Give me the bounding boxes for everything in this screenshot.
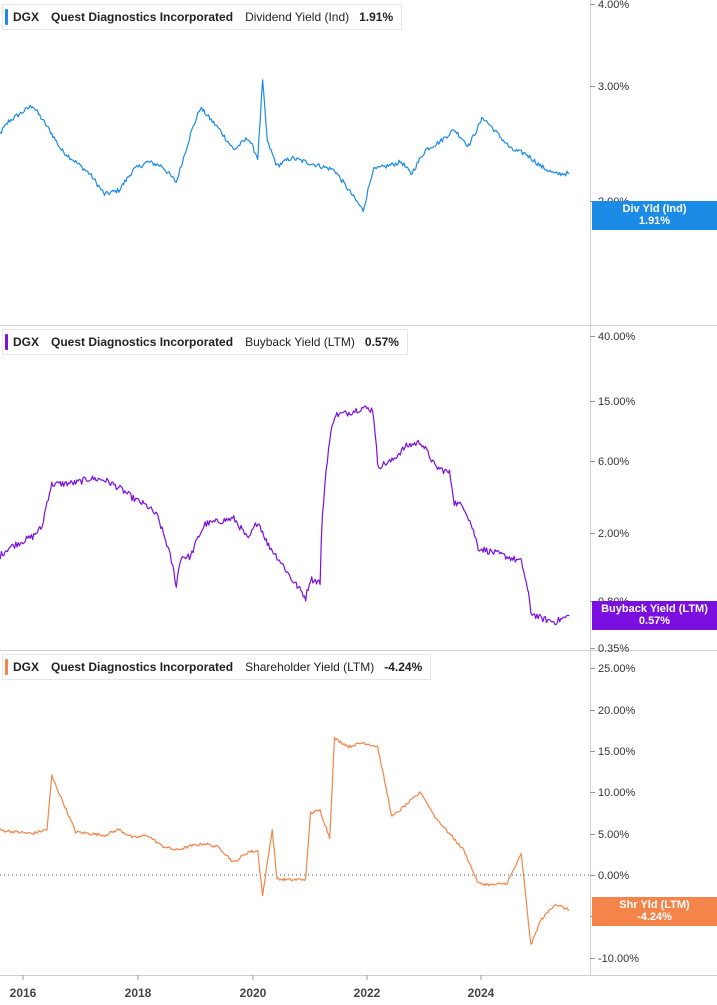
badge-buyback-yield: Buyback Yield (LTM) 0.57% <box>592 601 717 630</box>
legend-metric: Dividend Yield (Ind) <box>245 10 350 24</box>
y-tick-label: 15.00% <box>598 396 636 408</box>
legend-ticker: DGX <box>13 660 40 674</box>
legend-ticker: DGX <box>13 335 40 349</box>
y-tick-label: 40.00% <box>598 331 636 343</box>
y-tick-label: 15.00% <box>598 746 636 758</box>
legend-swatch-dividend <box>5 9 8 25</box>
legend-value: 0.57% <box>364 335 399 349</box>
legend-company: Quest Diagnostics Incorporated <box>51 660 234 674</box>
legend-buyback-yield[interactable]: DGX Quest Diagnostics Incorporated Buyba… <box>2 329 408 355</box>
y-tick-label: 4.00% <box>598 0 629 11</box>
badge-value: 0.57% <box>638 615 671 627</box>
y-tick-label: 6.00% <box>598 456 629 468</box>
chart-frame <box>0 0 717 976</box>
legend-metric: Buyback Yield (LTM) <box>245 335 355 349</box>
series-line-dividend-yield <box>0 79 570 213</box>
y-tick-label: -10.00% <box>598 953 639 965</box>
y-tick-label: 20.00% <box>598 705 636 717</box>
legend-shareholder-yield[interactable]: DGX Quest Diagnostics Incorporated Share… <box>2 654 432 680</box>
x-tick-label: 2016 <box>10 986 37 1000</box>
legend-metric: Shareholder Yield (LTM) <box>245 660 375 674</box>
badge-shareholder-yield: Shr Yld (LTM) -4.24% <box>592 897 717 926</box>
legend-swatch-buyback <box>5 334 8 350</box>
x-tick-label: 2024 <box>468 986 495 1000</box>
badge-value: -4.24% <box>637 911 672 923</box>
legend-company: Quest Diagnostics Incorporated <box>51 10 234 24</box>
x-axis-ticks: 2016 2018 2020 2022 2024 <box>10 975 495 1000</box>
y-tick-label: 0.35% <box>598 643 629 655</box>
y-tick-label: 10.00% <box>598 787 636 799</box>
y-tick-label: 2.00% <box>598 528 629 540</box>
y-tick-label: 3.00% <box>598 81 629 93</box>
badge-label: Shr Yld (LTM) <box>619 899 690 911</box>
y-tick-label: 5.00% <box>598 829 629 841</box>
badge-label: Div Yld (Ind) <box>622 203 687 215</box>
legend-value: 1.91% <box>359 10 394 24</box>
x-tick-label: 2020 <box>240 986 267 1000</box>
x-tick-label: 2022 <box>354 986 381 1000</box>
chart-series-layer <box>0 79 570 945</box>
x-tick-label: 2018 <box>125 986 152 1000</box>
series-line-shareholder-yield <box>0 736 570 945</box>
badge-dividend-yield: Div Yld (Ind) 1.91% <box>592 201 717 230</box>
legend-value: -4.24% <box>384 660 423 674</box>
legend-dividend-yield[interactable]: DGX Quest Diagnostics Incorporated Divid… <box>2 4 403 30</box>
legend-ticker: DGX <box>13 10 40 24</box>
legend-swatch-shareholder <box>5 659 8 675</box>
legend-company: Quest Diagnostics Incorporated <box>51 335 234 349</box>
badge-value: 1.91% <box>638 215 671 227</box>
series-line-buyback-yield <box>0 405 570 626</box>
y-tick-label: 0.00% <box>598 870 629 882</box>
y-axis-ticks: 4.00%3.00%2.00%40.00%15.00%6.00%2.00%0.8… <box>590 0 639 965</box>
y-tick-label: 25.00% <box>598 663 636 675</box>
badge-label: Buyback Yield (LTM) <box>601 603 708 615</box>
